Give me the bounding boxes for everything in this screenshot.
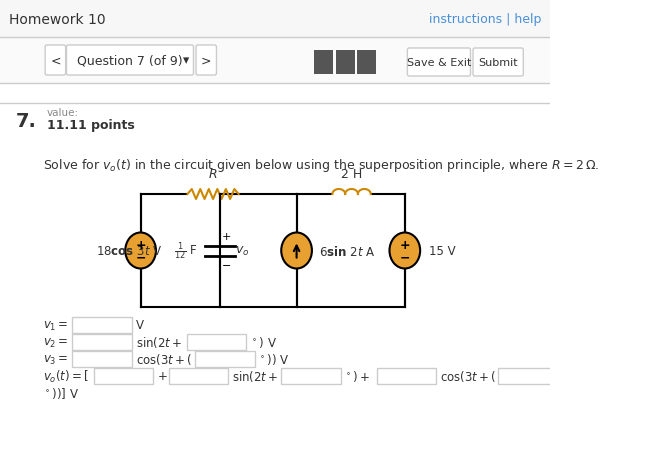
Text: $\cos(3t + ($: $\cos(3t + ($ bbox=[135, 352, 192, 367]
Text: −: − bbox=[222, 260, 232, 270]
Text: $v_2 = $: $v_2 = $ bbox=[43, 336, 68, 349]
Text: $v_o$: $v_o$ bbox=[235, 244, 250, 258]
Text: −: − bbox=[399, 250, 410, 263]
Text: −: − bbox=[135, 250, 146, 263]
Text: $^\circ))$ V: $^\circ))$ V bbox=[258, 352, 290, 367]
Text: Question 7 (of 9): Question 7 (of 9) bbox=[77, 55, 183, 67]
Text: 2 H: 2 H bbox=[341, 168, 362, 180]
Text: 18$\mathbf{cos}$ 3$t$ V: 18$\mathbf{cos}$ 3$t$ V bbox=[96, 244, 163, 258]
Circle shape bbox=[125, 233, 156, 269]
Text: Submit: Submit bbox=[478, 58, 517, 68]
FancyBboxPatch shape bbox=[498, 368, 557, 384]
FancyBboxPatch shape bbox=[195, 351, 255, 367]
Text: 11.11 points: 11.11 points bbox=[47, 119, 135, 132]
Text: ▾: ▾ bbox=[183, 55, 189, 67]
Text: $+$: $+$ bbox=[157, 370, 168, 382]
Text: $v_1 = $: $v_1 = $ bbox=[43, 319, 68, 332]
Text: <: < bbox=[50, 55, 61, 67]
Text: 6$\mathbf{sin}$ 2$t$ A: 6$\mathbf{sin}$ 2$t$ A bbox=[319, 244, 375, 258]
FancyBboxPatch shape bbox=[473, 49, 523, 77]
Text: +: + bbox=[135, 239, 146, 252]
Text: 7.: 7. bbox=[15, 112, 36, 131]
Text: value:: value: bbox=[47, 108, 79, 118]
FancyBboxPatch shape bbox=[72, 351, 132, 367]
Text: 15 V: 15 V bbox=[429, 244, 455, 258]
FancyBboxPatch shape bbox=[336, 51, 355, 75]
Text: $^\circ))] $ V: $^\circ))] $ V bbox=[43, 386, 79, 400]
Text: $^\circ)$ V: $^\circ)$ V bbox=[250, 335, 277, 350]
FancyBboxPatch shape bbox=[315, 51, 333, 75]
FancyBboxPatch shape bbox=[281, 368, 341, 384]
Text: $\sin(2t +$: $\sin(2t +$ bbox=[232, 368, 278, 384]
Text: +: + bbox=[222, 232, 232, 242]
Text: $v_3 = $: $v_3 = $ bbox=[43, 353, 68, 366]
Text: $^\circ) +$: $^\circ) +$ bbox=[344, 368, 371, 384]
FancyBboxPatch shape bbox=[357, 51, 376, 75]
FancyBboxPatch shape bbox=[169, 368, 228, 384]
FancyBboxPatch shape bbox=[72, 318, 132, 333]
FancyBboxPatch shape bbox=[45, 46, 66, 76]
Text: Save & Exit: Save & Exit bbox=[407, 58, 471, 68]
FancyBboxPatch shape bbox=[186, 334, 246, 350]
Text: Homework 10: Homework 10 bbox=[8, 13, 105, 27]
Text: $\cos(3t + ($: $\cos(3t + ($ bbox=[440, 368, 496, 384]
Text: $R$: $R$ bbox=[208, 168, 218, 180]
Text: instructions | help: instructions | help bbox=[429, 14, 541, 27]
Text: +: + bbox=[399, 239, 410, 252]
FancyBboxPatch shape bbox=[0, 0, 550, 38]
FancyBboxPatch shape bbox=[408, 49, 470, 77]
Circle shape bbox=[281, 233, 312, 269]
Text: $v_o(t) = [$: $v_o(t) = [$ bbox=[43, 368, 88, 384]
Text: $\frac{1}{12}$ F: $\frac{1}{12}$ F bbox=[174, 240, 198, 262]
Text: $\sin(2t +$: $\sin(2t +$ bbox=[135, 335, 182, 350]
Text: Solve for $v_o(t)$ in the circuit given below using the superposition principle,: Solve for $v_o(t)$ in the circuit given … bbox=[43, 156, 599, 174]
FancyBboxPatch shape bbox=[72, 334, 132, 350]
FancyBboxPatch shape bbox=[0, 38, 550, 84]
Text: >: > bbox=[201, 55, 212, 67]
FancyBboxPatch shape bbox=[196, 46, 217, 76]
Text: V: V bbox=[135, 319, 143, 332]
FancyBboxPatch shape bbox=[377, 368, 437, 384]
FancyBboxPatch shape bbox=[66, 46, 194, 76]
Circle shape bbox=[390, 233, 420, 269]
FancyBboxPatch shape bbox=[94, 368, 154, 384]
